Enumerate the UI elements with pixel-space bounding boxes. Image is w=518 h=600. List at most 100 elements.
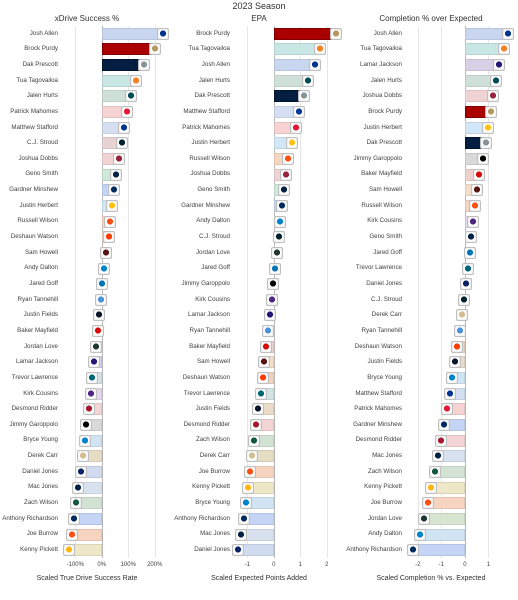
panel-body: Josh AllenBrock PurdyDak PrescottTua Tag… (2, 26, 172, 572)
row-label: Deshaun Watson (2, 234, 58, 240)
team-logo-icon (482, 122, 494, 134)
axis-label: Scaled True Drive Success Rate (2, 572, 172, 584)
x-tick: -100% (67, 562, 84, 568)
row-label: Ryan Tannehill (2, 297, 58, 303)
team-logo-icon (269, 263, 281, 275)
team-logo-icon (432, 450, 444, 462)
row-label: C.J. Stroud (346, 297, 402, 303)
team-logo-icon (157, 28, 169, 40)
team-logo-icon (118, 122, 130, 134)
team-logo-icon (264, 309, 276, 321)
team-logo-icon (274, 216, 286, 228)
bar (102, 43, 155, 55)
row-label: Russell Wilson (174, 156, 230, 162)
row-label: Ryan Tannehill (174, 328, 230, 334)
team-logo-icon (278, 184, 290, 196)
team-logo-icon (444, 388, 456, 400)
team-logo-icon (293, 106, 305, 118)
row-label: Bryce Young (174, 500, 230, 506)
team-logo-icon (85, 388, 97, 400)
team-logo-icon (83, 403, 95, 415)
panel-body: Josh AllenTua TagovailoaLamar JacksonJal… (346, 26, 516, 572)
team-logo-icon (260, 341, 272, 353)
team-logo-icon (451, 341, 463, 353)
row-label: Joshua Dobbs (174, 171, 230, 177)
team-logo-icon (92, 325, 104, 337)
team-logo-icon (422, 497, 434, 509)
x-tick: 100% (121, 562, 136, 568)
team-logo-icon (435, 435, 447, 447)
panel-title: Completion % over Expected (346, 13, 516, 26)
row-label: Jalen Hurts (174, 78, 230, 84)
row-label: Jared Goff (346, 250, 402, 256)
team-logo-icon (242, 482, 254, 494)
team-logo-icon (95, 294, 107, 306)
team-logo-icon (309, 59, 321, 71)
row-label: Derek Carr (2, 453, 58, 459)
team-logo-icon (290, 122, 302, 134)
team-logo-icon (471, 184, 483, 196)
axis-label: Scaled Completion % vs. Expected (346, 572, 516, 584)
panel-xds: xDrive Success %Josh AllenBrock PurdyDak… (2, 13, 172, 587)
team-logo-icon (271, 247, 283, 259)
team-logo-icon (490, 75, 502, 87)
team-logo-icon (108, 184, 120, 196)
row-label: Deshaun Watson (346, 344, 402, 350)
row-label: Jordan Love (346, 516, 402, 522)
row-label: Sam Howell (346, 187, 402, 193)
row-label: Derek Carr (174, 453, 230, 459)
bar (102, 28, 163, 40)
row-label: Gardner Minshew (2, 187, 58, 193)
team-logo-icon (68, 513, 80, 525)
axis-label: Scaled Expected Points Added (174, 572, 344, 584)
team-logo-icon (273, 231, 285, 243)
gridline (247, 26, 248, 558)
team-logo-icon (414, 529, 426, 541)
x-tick: -2 (415, 562, 420, 568)
x-tick: 1 (487, 562, 490, 568)
x-tick: 1 (299, 562, 302, 568)
row-label: Mac Jones (174, 531, 230, 537)
team-logo-icon (441, 403, 453, 415)
team-logo-icon (70, 497, 82, 509)
x-axis: -2-101 (406, 558, 512, 572)
team-logo-icon (130, 75, 142, 87)
panel-body: Brock PurdyTua TagovailoaJosh AllenJalen… (174, 26, 344, 572)
row-label: Lamar Jackson (174, 312, 230, 318)
row-label: Brock Purdy (346, 109, 402, 115)
row-label: Sam Howell (174, 359, 230, 365)
row-label: Andy Dalton (346, 531, 402, 537)
row-label: Josh Allen (174, 62, 230, 68)
panel-epa: EPABrock PurdyTua TagovailoaJosh AllenJa… (174, 13, 344, 587)
team-logo-icon (502, 28, 514, 40)
row-label: Zach Wilson (2, 500, 58, 506)
team-logo-icon (276, 200, 288, 212)
row-label: Justin Herbert (174, 140, 230, 146)
row-label: Anthony Richardson (174, 516, 230, 522)
row-label: Baker Mayfield (2, 328, 58, 334)
row-label: Kirk Cousins (174, 297, 230, 303)
team-logo-icon (314, 43, 326, 55)
row-label: Bryce Young (2, 437, 58, 443)
panel-cpoe: Completion % over ExpectedJosh AllenTua … (346, 13, 516, 587)
row-label: Gardner Minshew (174, 203, 230, 209)
team-logo-icon (250, 419, 262, 431)
row-label: Jalen Hurts (2, 93, 58, 99)
row-label: Josh Allen (2, 31, 58, 37)
row-label: C.J. Stroud (2, 140, 58, 146)
row-label: Jared Goff (174, 265, 230, 271)
x-tick: 2 (325, 562, 328, 568)
row-label: Andy Dalton (2, 265, 58, 271)
panel-title: EPA (174, 13, 344, 26)
team-logo-icon (286, 137, 298, 149)
gridline (418, 26, 419, 558)
team-logo-icon (100, 247, 112, 259)
team-logo-icon (330, 28, 342, 40)
team-logo-icon (93, 309, 105, 321)
team-logo-icon (106, 200, 118, 212)
row-label: Tua Tagovailoa (2, 78, 58, 84)
team-logo-icon (96, 278, 108, 290)
x-tick: 0 (272, 562, 275, 568)
row-label: Trevor Lawrence (2, 375, 58, 381)
row-label: Brock Purdy (174, 31, 230, 37)
